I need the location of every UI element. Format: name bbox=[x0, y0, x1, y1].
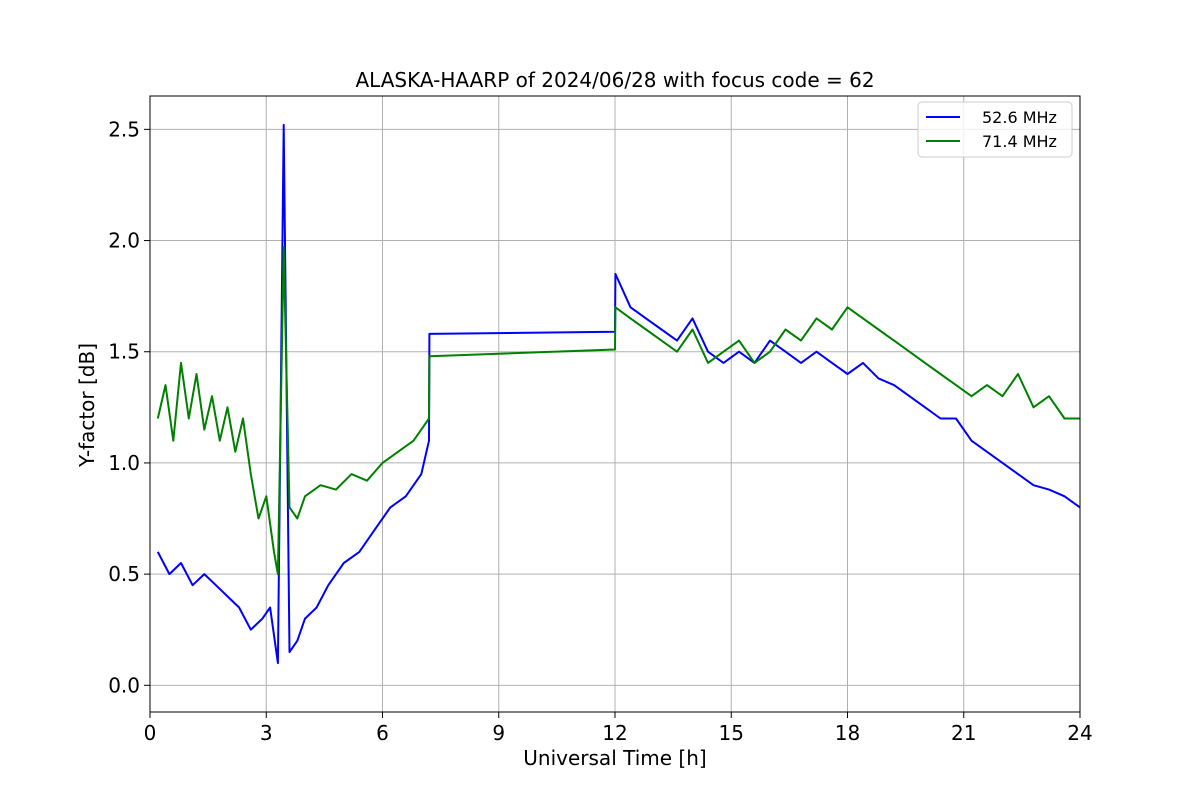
y-tick-label: 0.0 bbox=[108, 673, 140, 697]
x-axis-label: Universal Time [h] bbox=[523, 746, 706, 770]
y-tick-label: 2.5 bbox=[108, 117, 140, 141]
legend-label-71-4: 71.4 MHz bbox=[982, 132, 1057, 151]
x-tick-label: 3 bbox=[260, 721, 273, 745]
x-tick-label: 24 bbox=[1067, 721, 1092, 745]
series-line-52-6-mhz bbox=[156, 123, 1081, 665]
x-tick-label: 18 bbox=[835, 721, 860, 745]
x-tick-label: 6 bbox=[376, 721, 389, 745]
x-tick-label: 0 bbox=[144, 721, 157, 745]
legend: 52.6 MHz 71.4 MHz bbox=[917, 101, 1073, 158]
y-tick-label: 1.5 bbox=[108, 340, 140, 364]
series-line-71-4-mhz bbox=[156, 246, 1080, 576]
x-tick-label: 21 bbox=[951, 721, 976, 745]
y-tick-label: 1.0 bbox=[108, 451, 140, 475]
chart-title: ALASKA-HAARP of 2024/06/28 with focus co… bbox=[355, 68, 874, 92]
y-tick-label: 2.0 bbox=[108, 229, 140, 253]
y-axis-label: Y-factor [dB] bbox=[75, 343, 99, 468]
legend-box bbox=[917, 101, 1073, 158]
legend-label-52-6: 52.6 MHz bbox=[982, 108, 1057, 127]
x-tick-label: 9 bbox=[492, 721, 505, 745]
grid bbox=[149, 96, 1081, 712]
y-tick-label: 0.5 bbox=[108, 562, 140, 586]
y-axis-ticks: 0.0 0.5 1.0 1.5 2.0 2.5 bbox=[108, 117, 150, 697]
x-tick-label: 12 bbox=[602, 721, 627, 745]
x-axis-ticks: 0 3 6 9 12 15 18 21 24 bbox=[144, 712, 1093, 745]
series-layer bbox=[156, 123, 1081, 665]
x-tick-label: 15 bbox=[719, 721, 744, 745]
